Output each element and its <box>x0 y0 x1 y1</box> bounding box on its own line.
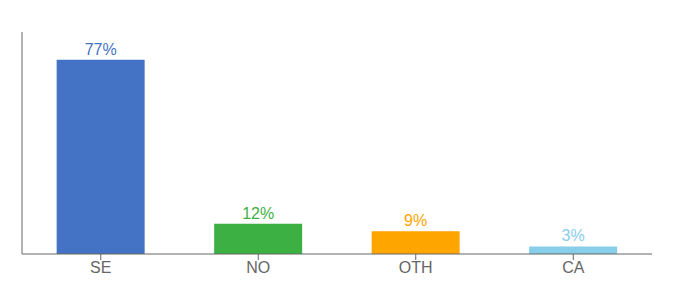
svg-text:12%: 12% <box>242 205 274 222</box>
svg-text:NO: NO <box>246 259 270 276</box>
svg-text:77%: 77% <box>85 41 117 58</box>
svg-text:9%: 9% <box>404 212 427 229</box>
svg-text:SE: SE <box>90 259 111 276</box>
svg-text:CA: CA <box>562 259 585 276</box>
svg-text:3%: 3% <box>562 227 585 244</box>
svg-text:OTH: OTH <box>399 259 433 276</box>
